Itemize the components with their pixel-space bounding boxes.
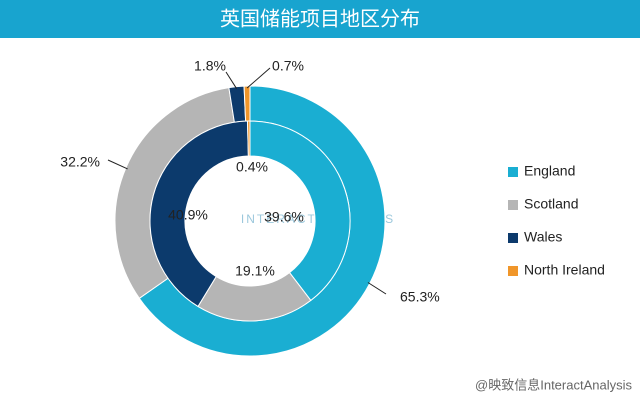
legend-swatch: [508, 233, 518, 243]
leader-line: [107, 159, 128, 170]
chart-title: 英国储能项目地区分布: [220, 7, 420, 30]
leader-line: [367, 282, 387, 295]
data-label: 40.9%: [168, 207, 208, 223]
legend-label: North Ireland: [524, 262, 605, 278]
data-label: 19.1%: [235, 263, 275, 279]
legend-label: Wales: [524, 229, 562, 245]
donut-segment: [149, 120, 249, 308]
donut-segment: [246, 120, 251, 157]
data-label: 39.6%: [264, 209, 304, 225]
data-label: 0.4%: [236, 159, 268, 175]
leader-line: [225, 71, 238, 89]
donut-segment: [243, 85, 251, 122]
title-bar: [0, 0, 640, 38]
legend-label: England: [524, 163, 575, 179]
data-label: 32.2%: [60, 154, 100, 170]
data-label: 0.7%: [272, 58, 304, 74]
data-label: 1.8%: [194, 58, 226, 74]
leader-line: [246, 67, 271, 89]
legend-swatch: [508, 167, 518, 177]
legend-label: Scotland: [524, 196, 578, 212]
legend-swatch: [508, 266, 518, 276]
donut-segment: [249, 120, 351, 302]
footer: @映致信息InteractAnalysis: [475, 377, 632, 392]
data-label: 65.3%: [400, 289, 440, 305]
legend-swatch: [508, 200, 518, 210]
